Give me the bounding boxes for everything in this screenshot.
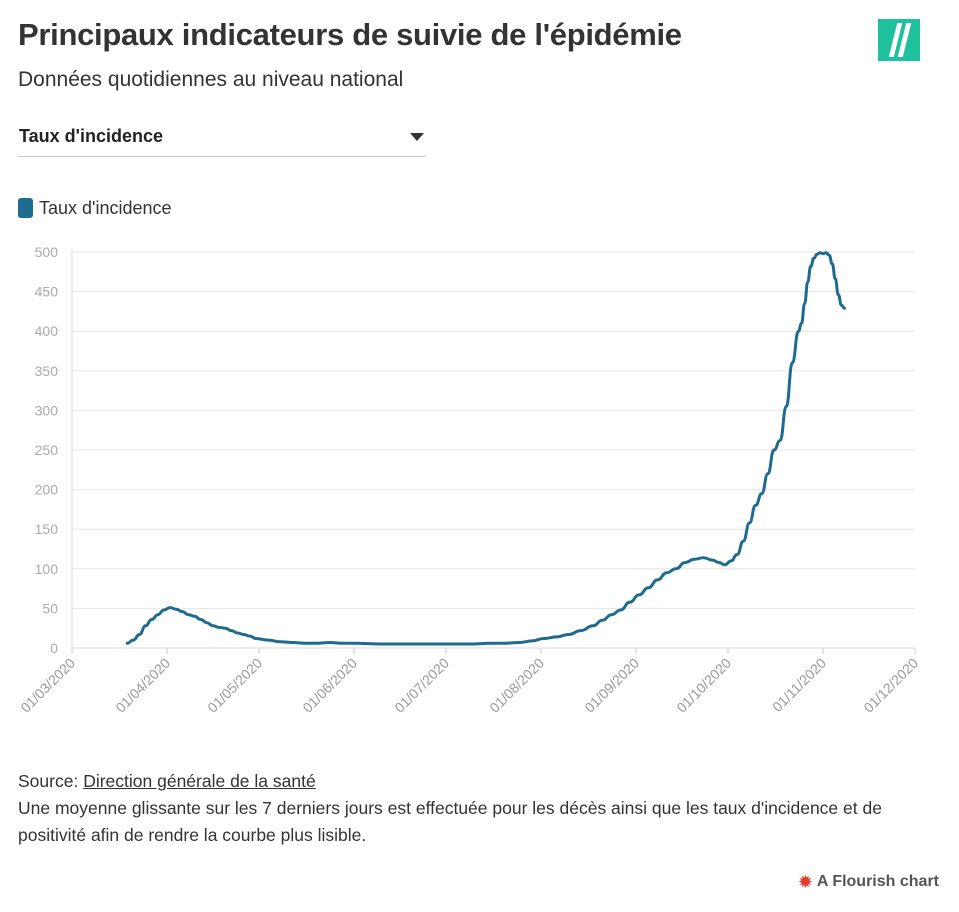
flourish-credit[interactable]: ✹ A Flourish chart	[798, 873, 939, 891]
chart-legend: Taux d'incidence	[18, 196, 172, 220]
y-tick-label-250: 250	[35, 442, 59, 458]
x-tick-label-3: 01/06/2020	[299, 655, 360, 716]
incidence-line-chart: 0 50 100 150 200 250 300 350 400 450 500 01/03/202…	[17, 244, 921, 716]
source-prefix: Source:	[18, 771, 84, 791]
source-line: Source: Direction générale de la santé	[18, 768, 943, 795]
chevron-down-icon[interactable]	[410, 133, 424, 141]
source-link[interactable]: Direction générale de la santé	[83, 771, 316, 791]
x-tick-label-0: 01/03/2020	[17, 655, 78, 716]
axes	[71, 250, 916, 654]
y-tick-label-150: 150	[35, 521, 59, 537]
y-tick-label-300: 300	[35, 402, 59, 418]
y-axis-ticks: 0 50 100 150 200 250 300 350 400 450 500	[35, 244, 59, 656]
y-tick-label-50: 50	[42, 600, 58, 616]
y-tick-label-0: 0	[50, 640, 58, 656]
x-tick-label-5: 01/08/2020	[486, 655, 547, 716]
legend-label: Taux d'incidence	[39, 197, 172, 218]
x-tick-label-9: 01/12/2020	[860, 655, 921, 716]
page-title: Principaux indicateurs de suivie de l'ép…	[18, 17, 682, 52]
legend-swatch	[18, 198, 33, 218]
y-tick-label-100: 100	[35, 561, 59, 577]
series-layer	[125, 251, 846, 646]
flourish-logo-icon: ✹	[797, 872, 813, 892]
x-tick-label-2: 01/05/2020	[204, 655, 265, 716]
chart-footer: Source: Direction générale de la santé U…	[18, 768, 943, 849]
y-tick-label-400: 400	[35, 323, 59, 339]
x-tick-label-6: 01/09/2020	[581, 655, 642, 716]
y-tick-label-450: 450	[35, 284, 59, 300]
y-tick-label-500: 500	[35, 244, 59, 260]
page-subtitle: Données quotidiennes au niveau national	[18, 68, 404, 91]
y-tick-label-350: 350	[35, 363, 59, 379]
x-tick-label-7: 01/10/2020	[673, 655, 734, 716]
footnote: Une moyenne glissante sur les 7 derniers…	[18, 798, 882, 845]
indicator-dropdown[interactable]: Taux d'incidence	[18, 118, 426, 157]
x-axis-ticks: 01/03/2020 01/04/2020 01/05/2020 01/06/2020…	[17, 655, 921, 716]
flourish-credit-label: A Flourish chart	[816, 873, 939, 890]
series-line-0	[125, 251, 846, 646]
x-tick-label-1: 01/04/2020	[112, 655, 173, 716]
dropdown-selected-value: Taux d'incidence	[19, 126, 163, 146]
y-tick-label-200: 200	[35, 482, 59, 498]
logo-icon	[878, 19, 920, 61]
x-tick-label-8: 01/11/2020	[769, 655, 829, 715]
gridlines	[72, 251, 915, 609]
x-tick-label-4: 01/07/2020	[391, 655, 452, 716]
